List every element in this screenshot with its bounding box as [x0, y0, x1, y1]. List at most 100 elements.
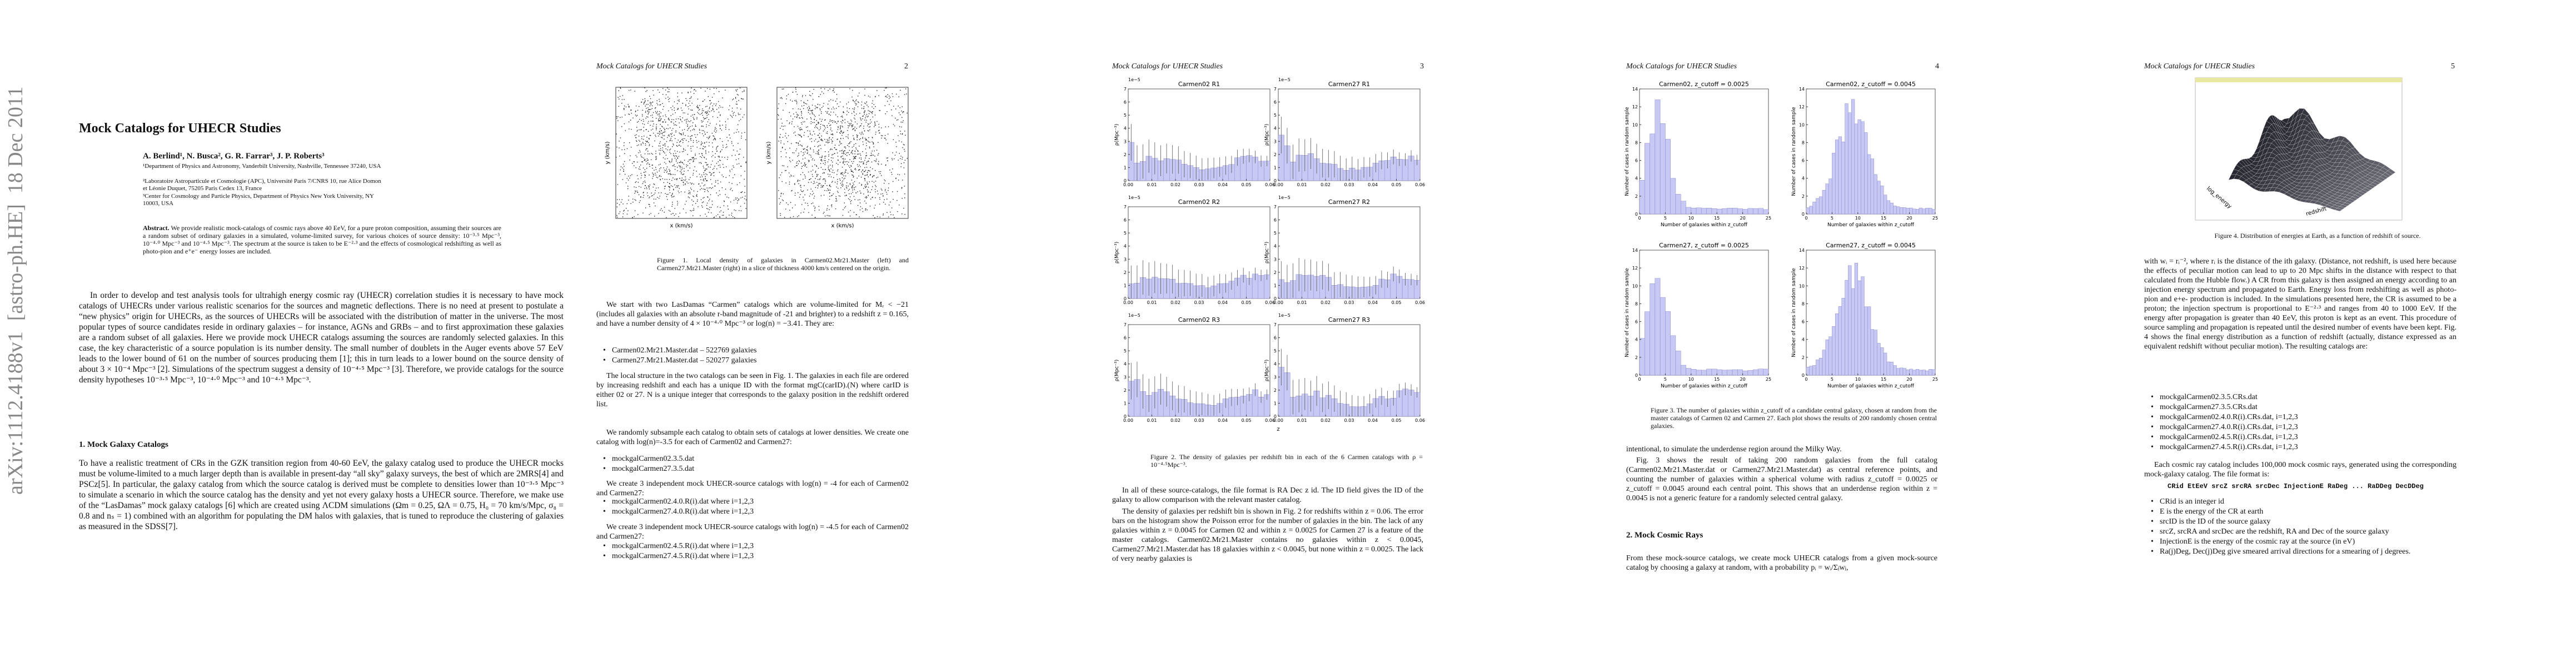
galaxy-point	[860, 206, 861, 207]
galaxy-point	[662, 150, 664, 151]
galaxy-point	[811, 141, 813, 142]
galaxy-point	[812, 109, 813, 111]
surface-cell	[2352, 161, 2360, 167]
galaxy-point	[802, 96, 803, 97]
surface-cell	[2332, 154, 2340, 160]
galaxy-point	[662, 88, 664, 89]
surface-cell	[2276, 117, 2285, 128]
hist-bar	[1252, 157, 1258, 181]
galaxy-point	[703, 167, 704, 168]
y-tick-label: 5	[1124, 349, 1127, 354]
paragraph: To have a realistic treatment of CRs in …	[79, 459, 564, 531]
galaxy-point	[859, 161, 860, 162]
y-tick-label: 4	[1635, 176, 1638, 181]
axis-label: ρ(Mpc⁻³)	[1264, 124, 1270, 146]
galaxy-point	[685, 104, 686, 106]
surface-cell	[2291, 168, 2300, 173]
surface-cell	[2314, 159, 2323, 166]
hist-bar	[1284, 145, 1291, 181]
surface-cell	[2383, 165, 2391, 171]
galaxy-point	[734, 174, 735, 175]
surface-cell	[2246, 165, 2254, 171]
surface-cell	[2352, 154, 2360, 161]
surface-cell	[2279, 189, 2287, 195]
galaxy-point	[617, 184, 619, 185]
hist-bar	[1835, 313, 1839, 376]
hist-bar	[1157, 160, 1164, 181]
galaxy-point	[684, 138, 685, 140]
y-tick-label: 0	[1274, 178, 1277, 183]
galaxy-point	[707, 121, 709, 122]
galaxy-point	[655, 198, 656, 200]
galaxy-point	[830, 99, 831, 101]
galaxy-point	[706, 180, 707, 181]
galaxy-point	[879, 110, 880, 111]
galaxy-point	[796, 113, 798, 115]
galaxy-point	[673, 155, 674, 156]
galaxy-point	[791, 123, 793, 125]
surface-cell	[2329, 185, 2338, 189]
hist-bar	[1134, 283, 1140, 299]
galaxy-point	[660, 104, 661, 105]
galaxy-point	[741, 192, 742, 193]
surface-cell	[2337, 190, 2345, 194]
surface-cell	[2289, 195, 2298, 200]
galaxy-point	[624, 149, 625, 150]
galaxy-point	[810, 117, 811, 118]
surface-cell	[2349, 170, 2358, 176]
galaxy-point	[795, 87, 796, 88]
galaxy-point	[687, 161, 689, 162]
axis-label: Number of cases in random sample	[1625, 107, 1630, 196]
surface-cell	[2367, 184, 2375, 188]
page-number: 5	[2451, 62, 2455, 71]
y-tick-label: 14	[1799, 248, 1805, 253]
galaxy-point	[723, 176, 724, 177]
galaxy-point	[863, 108, 864, 109]
surface-cell	[2344, 195, 2353, 199]
hist-bar	[1246, 155, 1253, 181]
x-tick-label: 25	[1932, 216, 1938, 221]
hist-bar	[1337, 284, 1344, 299]
surface-cell	[2349, 190, 2358, 195]
galaxy-point	[814, 182, 815, 183]
galaxy-point	[855, 158, 856, 159]
galaxy-point	[851, 125, 853, 126]
galaxy-point	[802, 94, 803, 96]
galaxy-point	[702, 115, 703, 116]
hist-bar	[1145, 278, 1152, 299]
surface-cell	[2306, 150, 2315, 156]
galaxy-point	[617, 120, 619, 121]
axis-label: x (km/s)	[831, 223, 854, 229]
galaxy-point	[865, 184, 866, 185]
panel-frame	[1278, 206, 1421, 299]
galaxy-point	[638, 152, 639, 153]
hist-bar	[1696, 370, 1702, 376]
galaxy-point	[814, 208, 815, 210]
galaxy-point	[830, 186, 831, 187]
galaxy-point	[831, 134, 833, 135]
surface-cell	[2365, 174, 2373, 179]
hist-bar	[1157, 278, 1164, 299]
surface-cell	[2342, 162, 2350, 168]
galaxy-point	[694, 114, 695, 115]
surface-cell	[2246, 172, 2254, 178]
galaxy-point	[866, 155, 868, 156]
galaxy-point	[716, 168, 718, 170]
bullet-list: mockgalCarmen02.4.0.R(i).dat where i=1,2…	[596, 497, 909, 517]
hist-bar	[1390, 156, 1397, 181]
bullet: InjectionE is the energy of the cosmic r…	[2151, 537, 2457, 547]
galaxy-point	[846, 103, 848, 104]
surface-cell	[2377, 162, 2386, 168]
galaxy-point	[815, 138, 816, 140]
x-tick-label: 0.06	[1415, 182, 1425, 187]
galaxy-point	[829, 125, 830, 126]
surface-cell	[2301, 175, 2310, 180]
galaxy-point	[829, 170, 830, 171]
surface-cell	[2354, 186, 2363, 192]
hist-bar	[1706, 207, 1712, 215]
hist-bar	[1307, 275, 1314, 299]
panel-frame	[1278, 324, 1421, 417]
galaxy-point	[676, 125, 677, 126]
surface-cell	[2256, 168, 2264, 174]
galaxy-point	[888, 187, 889, 188]
